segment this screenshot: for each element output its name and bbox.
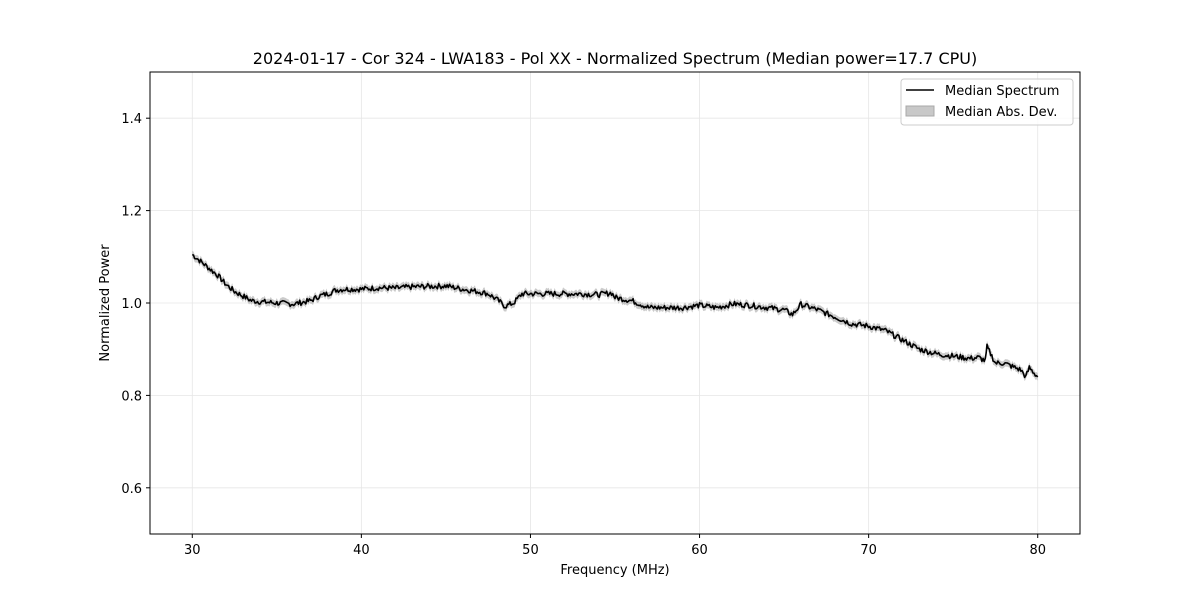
x-tick-label: 30 — [184, 543, 201, 558]
x-tick-label: 60 — [691, 543, 708, 558]
x-axis-label: Frequency (MHz) — [560, 563, 669, 578]
x-tick-label: 40 — [353, 543, 370, 558]
y-tick-label: 1.4 — [121, 112, 142, 127]
y-axis-ticks: 0.6 0.8 1.0 1.2 1.4 — [121, 112, 150, 497]
y-tick-label: 1.0 — [121, 297, 142, 312]
median-spectrum-line — [191, 253, 1039, 379]
y-axis-label: Normalized Power — [98, 244, 113, 362]
legend: Median Spectrum Median Abs. Dev. — [900, 78, 1074, 126]
y-tick-label: 1.2 — [121, 205, 142, 220]
median-abs-dev-band — [192, 250, 1038, 382]
y-tick-label: 0.6 — [121, 482, 142, 497]
x-tick-label: 50 — [522, 543, 539, 558]
legend-label-median-spectrum: Median Spectrum — [945, 84, 1059, 99]
y-tick-label: 0.8 — [121, 389, 142, 404]
chart-title: 2024-01-17 - Cor 324 - LWA183 - Pol XX -… — [253, 49, 977, 68]
mad-band-layer — [192, 250, 1038, 382]
x-tick-label: 70 — [860, 543, 877, 558]
x-tick-label: 80 — [1029, 543, 1046, 558]
legend-box — [900, 78, 1074, 126]
legend-band-swatch — [905, 105, 935, 117]
median-line-layer — [191, 253, 1039, 379]
legend-label-median-abs-dev: Median Abs. Dev. — [945, 105, 1057, 120]
x-axis-ticks: 30 40 50 60 70 80 — [184, 534, 1046, 558]
